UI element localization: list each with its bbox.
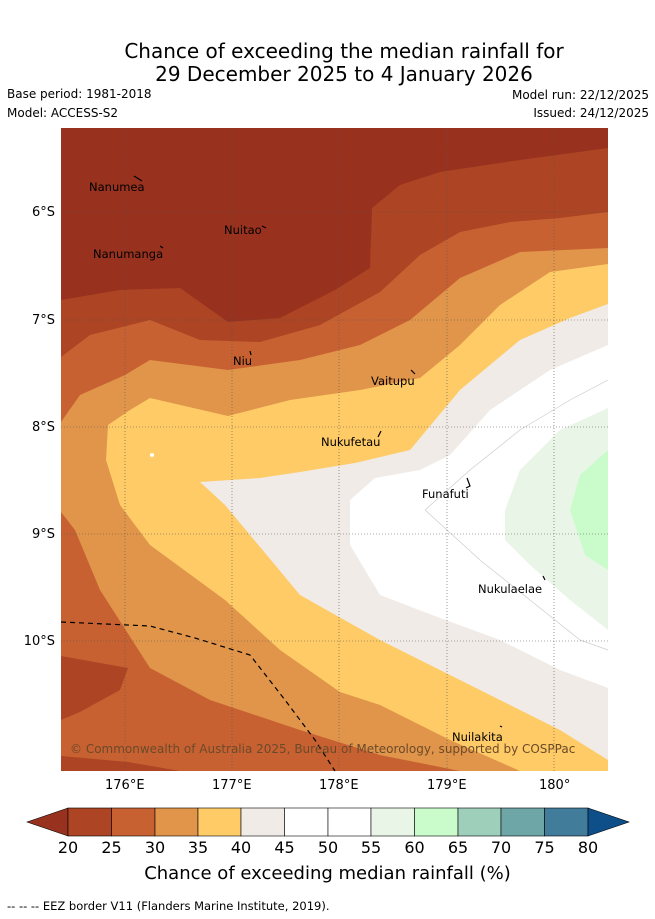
funafuti-island xyxy=(465,477,471,489)
lon-label-180: 180° xyxy=(539,778,571,793)
vaitupu-island xyxy=(410,369,416,375)
colorbar-tick: 30 xyxy=(144,838,166,857)
colorbar-tick: 55 xyxy=(360,838,382,857)
base-period: Base period: 1981-2018 xyxy=(7,87,152,101)
title-line-1: Chance of exceeding the median rainfall … xyxy=(124,39,564,63)
place-label: Nukufetau xyxy=(321,435,381,449)
gridlines xyxy=(61,128,608,771)
issued-date: Issued: 24/12/2025 xyxy=(533,106,649,120)
place-label: Funafuti xyxy=(422,487,469,501)
colorbar xyxy=(26,807,630,837)
place-label: Nanumanga xyxy=(93,247,164,261)
colorbar-tick: 80 xyxy=(577,838,599,857)
title-line-2: 29 December 2025 to 4 January 2026 xyxy=(155,62,533,86)
lat-label-10s: 10°S xyxy=(23,634,55,649)
colorbar-segment-30-35 xyxy=(154,807,199,837)
island-shapes xyxy=(133,175,546,728)
eez-legend: -- -- -- EEZ border V11 (Flanders Marine… xyxy=(7,899,330,913)
colorbar-tick: 60 xyxy=(404,838,425,857)
place-label: Nukulaelae xyxy=(478,582,543,596)
colorbar-segment-65-70 xyxy=(457,807,502,837)
nanumanga-island xyxy=(159,245,164,249)
colorbar-tick: 25 xyxy=(101,838,122,857)
lon-label-179e: 179°E xyxy=(427,778,467,793)
colorbar-tick: 20 xyxy=(57,838,79,857)
nuitao-island xyxy=(261,225,267,229)
niu-island xyxy=(249,350,252,356)
place-label: Niu xyxy=(233,354,253,368)
colorbar-segment-35-40 xyxy=(197,807,242,837)
colorbar-tick: 70 xyxy=(490,838,512,857)
lon-label-177e: 177°E xyxy=(212,778,252,793)
place-label: Nanumea xyxy=(89,180,145,194)
nukulaelae-island xyxy=(542,575,546,581)
model-run: Model run: 22/12/2025 xyxy=(511,88,649,102)
colorbar-segment-above80 xyxy=(587,807,630,837)
lat-label-6s: 6°S xyxy=(31,205,55,220)
lat-label-9s: 9°S xyxy=(31,527,55,542)
colorbar-segment-40-45 xyxy=(240,807,285,837)
nanumea-island xyxy=(133,175,143,182)
colorbar-tick: 65 xyxy=(447,838,469,857)
lon-label-176e: 176°E xyxy=(105,778,145,793)
colorbar-tick: 50 xyxy=(317,838,339,857)
band-25-30-lowleft xyxy=(61,656,128,720)
place-label: Nuilakita xyxy=(452,730,503,744)
place-label: Nuitao xyxy=(224,223,262,237)
colorbar-tick: 35 xyxy=(187,838,209,857)
contour-line-50 xyxy=(424,379,608,651)
colorbar-segment-45-50 xyxy=(284,807,329,837)
model-name: Model: ACCESS-S2 xyxy=(7,106,119,120)
band-45-55 xyxy=(350,345,608,688)
colorbar-tick: 75 xyxy=(534,838,555,857)
colorbar-segment-70-75 xyxy=(500,807,545,837)
lat-label-7s: 7°S xyxy=(31,313,55,328)
colorbar-segment-50-55 xyxy=(327,807,372,837)
nukufetau-island xyxy=(377,430,382,438)
lon-label-178e: 178°E xyxy=(319,778,359,793)
colorbar-tick: 45 xyxy=(274,838,295,857)
lat-label-8s: 8°S xyxy=(31,420,55,435)
band-60-65 xyxy=(570,450,608,570)
colorbar-segment-25-30 xyxy=(111,807,156,837)
chart-title: Chance of exceeding the median rainfall … xyxy=(0,40,655,86)
copyright-credit: © Commonwealth of Australia 2025, Bureau… xyxy=(70,742,576,756)
contour-fields xyxy=(61,128,608,771)
colorbar-segment-60-65 xyxy=(414,807,459,837)
nuilakita-island xyxy=(499,725,503,728)
small-white-spot xyxy=(150,453,154,457)
colorbar-tick: 40 xyxy=(230,838,252,857)
colorbar-segment-20-25 xyxy=(67,807,112,837)
band-55-60 xyxy=(505,408,608,630)
colorbar-title: Chance of exceeding median rainfall (%) xyxy=(144,863,511,884)
colorbar-segment-75-80 xyxy=(544,807,589,837)
place-label: Vaitupu xyxy=(371,374,415,388)
colorbar-segment-55-60 xyxy=(370,807,415,837)
eez-border xyxy=(60,621,336,772)
colorbar-segment-below20 xyxy=(26,807,69,837)
